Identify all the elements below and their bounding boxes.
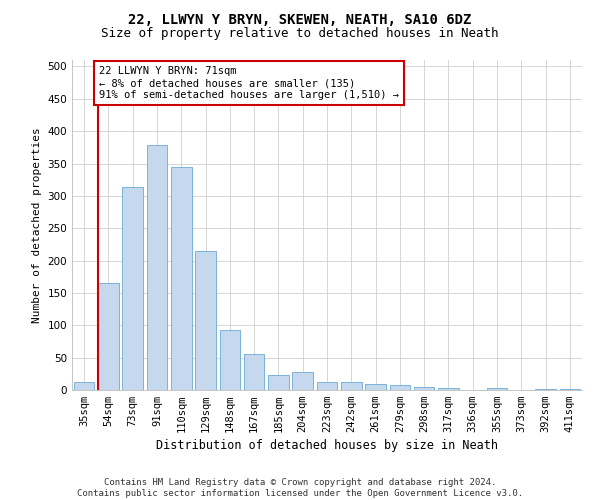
Bar [122,187,143,390]
Bar [487,388,508,390]
Bar [438,388,459,390]
Bar [171,167,191,390]
Text: Size of property relative to detached houses in Neath: Size of property relative to detached ho… [101,28,499,40]
Bar [74,382,94,390]
Bar [389,385,410,390]
Text: 22 LLWYN Y BRYN: 71sqm
← 8% of detached houses are smaller (135)
91% of semi-det: 22 LLWYN Y BRYN: 71sqm ← 8% of detached … [99,66,399,100]
Bar [268,375,289,390]
Bar [535,388,556,390]
Bar [414,387,434,390]
Bar [317,382,337,390]
Text: Contains HM Land Registry data © Crown copyright and database right 2024.
Contai: Contains HM Land Registry data © Crown c… [77,478,523,498]
X-axis label: Distribution of detached houses by size in Neath: Distribution of detached houses by size … [156,440,498,452]
Text: 22, LLWYN Y BRYN, SKEWEN, NEATH, SA10 6DZ: 22, LLWYN Y BRYN, SKEWEN, NEATH, SA10 6D… [128,12,472,26]
Bar [341,382,362,390]
Bar [146,146,167,390]
Y-axis label: Number of detached properties: Number of detached properties [32,127,42,323]
Bar [292,372,313,390]
Bar [560,388,580,390]
Bar [98,283,119,390]
Bar [220,330,240,390]
Bar [195,251,216,390]
Bar [365,384,386,390]
Bar [244,354,265,390]
